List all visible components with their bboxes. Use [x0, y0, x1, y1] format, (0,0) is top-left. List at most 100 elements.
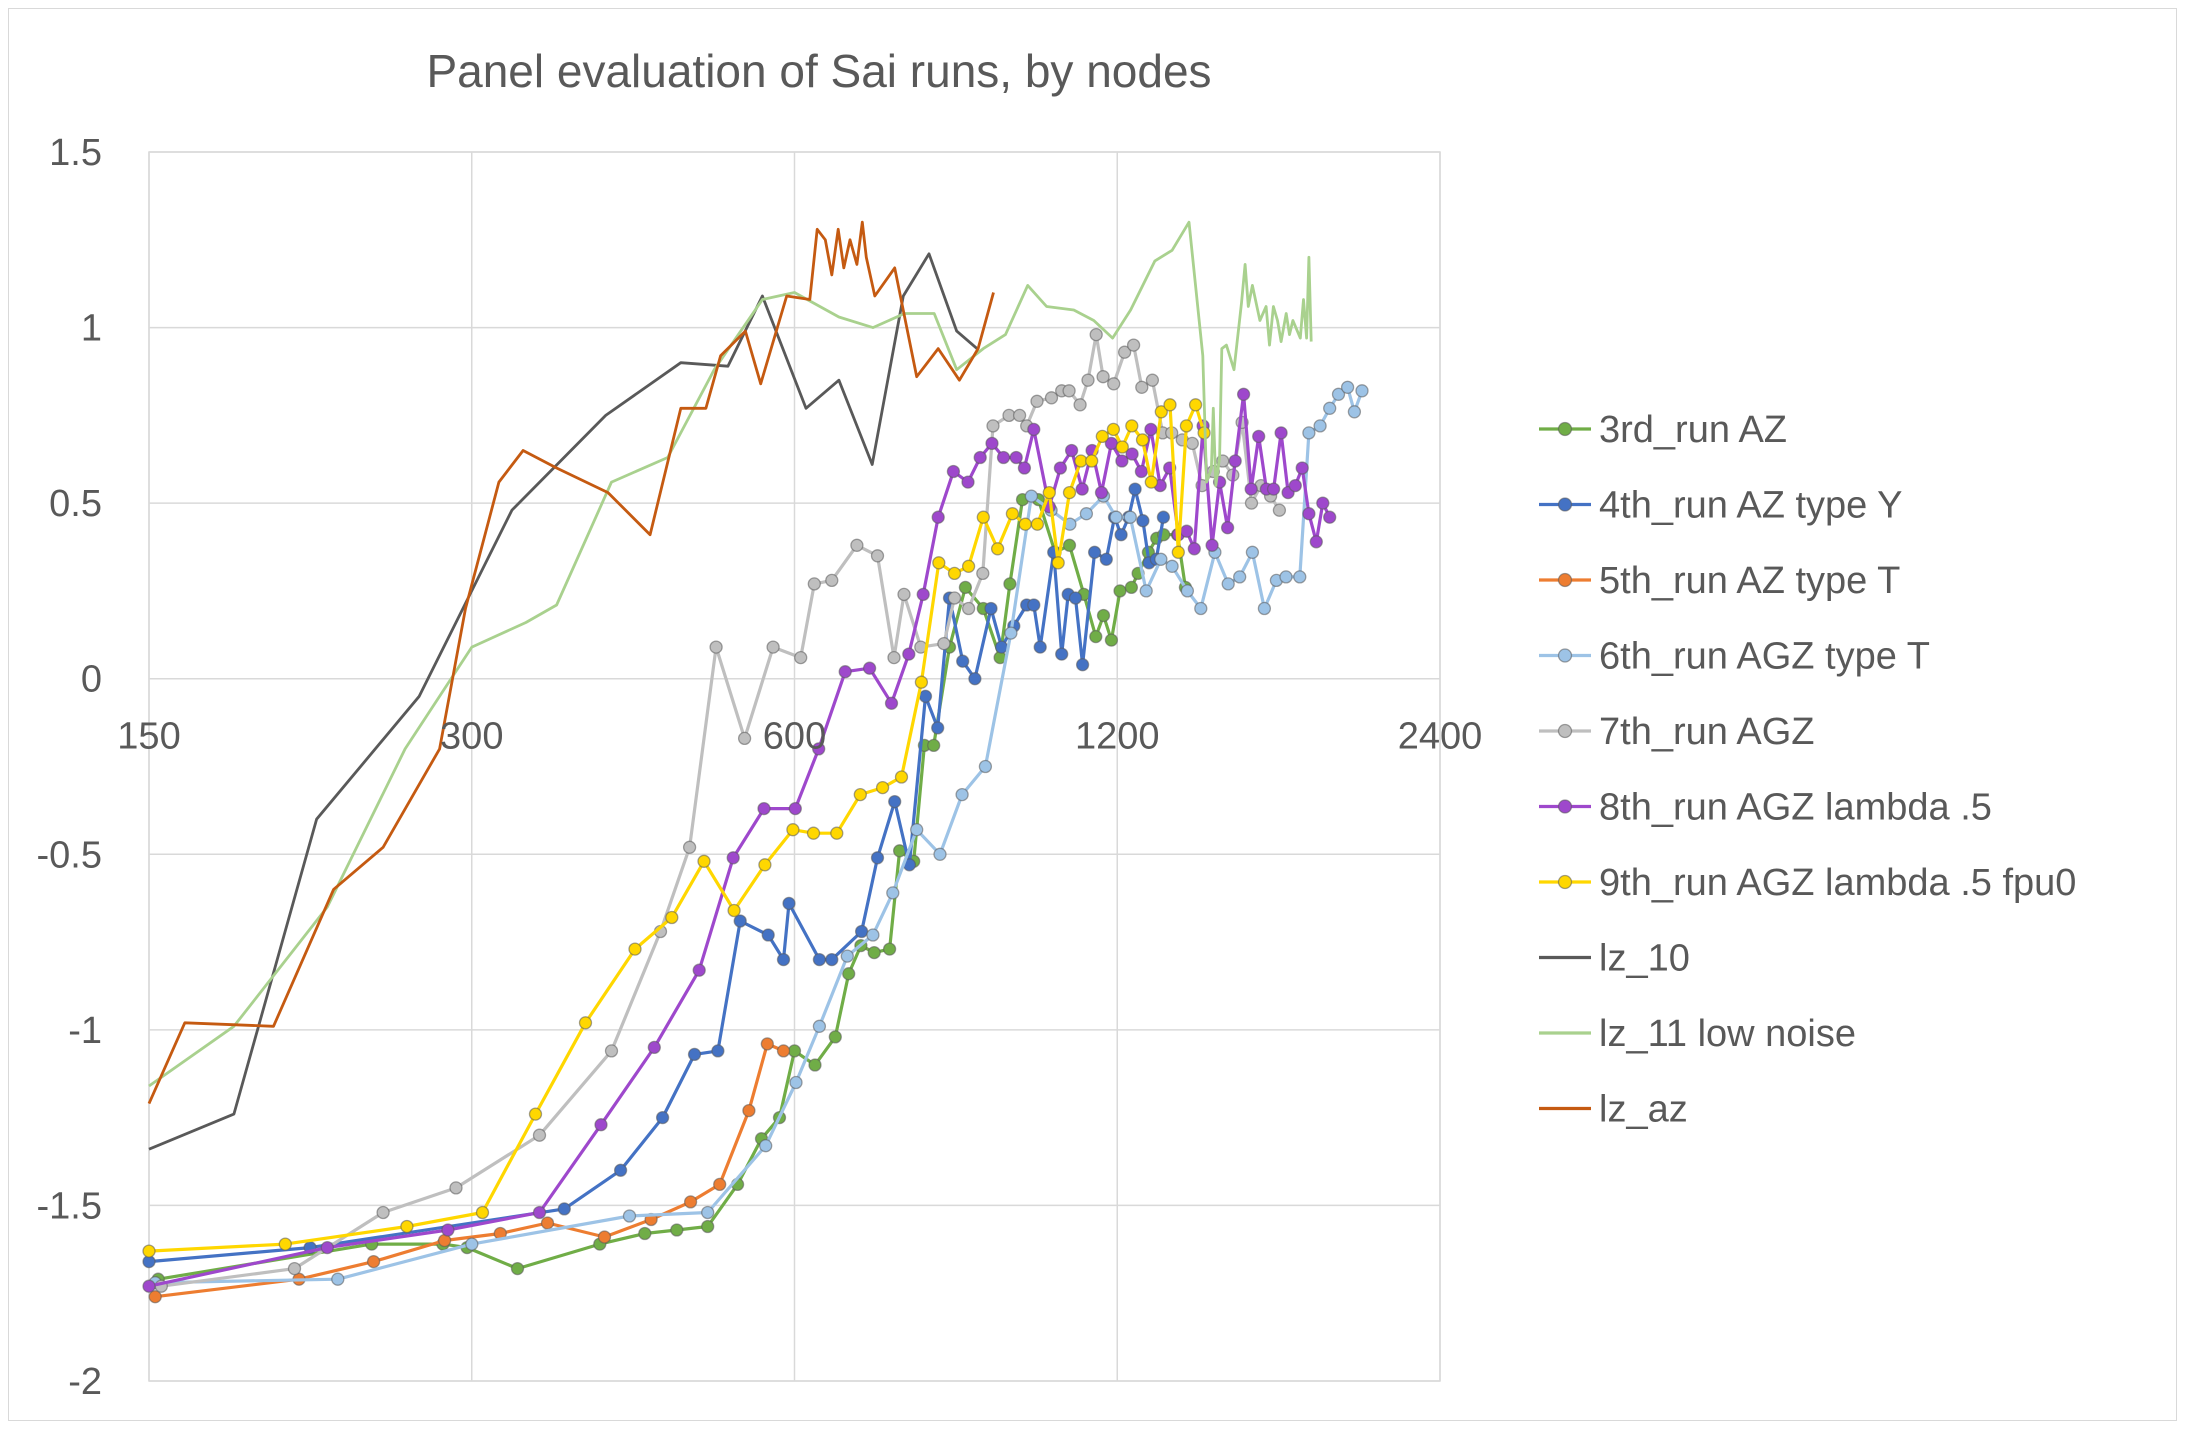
- data-point: [1302, 507, 1316, 521]
- data-point: [1309, 535, 1323, 549]
- chart-svg: Panel evaluation of Sai runs, by nodes 1…: [37, 45, 2077, 1403]
- data-point: [968, 672, 982, 686]
- legend-marker: [1557, 648, 1573, 663]
- data-point: [1068, 591, 1083, 605]
- data-point: [850, 538, 864, 552]
- data-point: [1044, 391, 1059, 405]
- data-point: [1107, 377, 1121, 391]
- data-point: [789, 1075, 803, 1090]
- data-point: [842, 967, 856, 981]
- data-point: [628, 942, 642, 956]
- data-point: [986, 419, 1000, 433]
- y-tick-label: 0: [81, 659, 102, 701]
- legend-marker: [1557, 799, 1573, 814]
- data-point: [840, 949, 854, 963]
- data-point: [838, 665, 852, 679]
- data-point: [976, 510, 990, 524]
- legend-label: 4th_run AZ type Y: [1599, 485, 1903, 527]
- legend-item: 3rd_run AZ: [1539, 409, 1787, 451]
- data-point: [1323, 401, 1337, 415]
- data-point: [1027, 598, 1041, 612]
- legend-label: lz_10: [1599, 938, 1690, 980]
- data-point: [978, 759, 993, 774]
- legend-marker: [1557, 874, 1573, 890]
- data-point: [787, 1044, 802, 1058]
- data-point: [1085, 454, 1099, 468]
- data-point: [927, 738, 941, 753]
- series-line: [148, 252, 978, 1151]
- data-point: [1194, 601, 1208, 616]
- data-point: [1051, 556, 1065, 570]
- data-point: [1331, 387, 1346, 401]
- series-7: [142, 398, 1211, 1258]
- legend-label: 5th_run AZ type T: [1599, 560, 1900, 602]
- series-line: [148, 403, 1206, 1253]
- series-10: [147, 220, 995, 1105]
- data-point: [1125, 419, 1139, 433]
- series-8: [148, 252, 978, 1151]
- data-point: [597, 1230, 612, 1244]
- y-tick-label: -0.5: [37, 834, 102, 876]
- data-point: [1096, 370, 1110, 384]
- data-point: [148, 1290, 162, 1304]
- data-point: [1017, 461, 1032, 475]
- data-point: [776, 1044, 791, 1058]
- legend-item: lz_10: [1539, 938, 1690, 980]
- data-point: [733, 914, 747, 928]
- data-point: [961, 601, 976, 616]
- chart-title: Panel evaluation of Sai runs, by nodes: [426, 45, 1211, 97]
- data-point: [532, 1205, 547, 1220]
- data-point: [882, 942, 897, 956]
- data-point: [786, 823, 800, 837]
- data-point: [902, 647, 916, 661]
- legend-item: 7th_run AGZ: [1539, 711, 1814, 753]
- data-point: [1266, 482, 1281, 496]
- data-point: [1073, 398, 1087, 412]
- data-point: [1144, 422, 1158, 437]
- data-point: [1099, 552, 1113, 566]
- data-point: [1042, 485, 1056, 500]
- data-point: [973, 450, 987, 465]
- data-point: [1340, 380, 1355, 394]
- data-point: [875, 780, 890, 795]
- data-point: [1145, 373, 1160, 387]
- data-point: [1154, 552, 1168, 566]
- data-point: [532, 1128, 547, 1142]
- data-point: [1313, 419, 1327, 433]
- data-point: [761, 928, 775, 942]
- data-point: [1075, 482, 1089, 496]
- y-tick-label: -1.5: [37, 1185, 102, 1227]
- data-point: [758, 858, 772, 872]
- data-point: [1089, 629, 1103, 644]
- data-point: [853, 787, 867, 802]
- series-4: [148, 380, 1369, 1290]
- data-point: [1113, 584, 1127, 598]
- data-point: [916, 587, 930, 602]
- data-point: [961, 559, 976, 573]
- data-point: [655, 1110, 670, 1125]
- data-point: [947, 591, 962, 605]
- x-tick-label: 600: [763, 716, 826, 758]
- legend-marker: [1557, 572, 1573, 588]
- x-tick-label: 2400: [1398, 716, 1483, 758]
- data-point: [578, 1016, 593, 1030]
- data-point: [830, 826, 844, 840]
- data-point: [759, 1139, 773, 1153]
- data-point: [985, 436, 999, 451]
- data-point: [1244, 496, 1259, 510]
- data-point: [1104, 633, 1119, 647]
- legend: 3rd_run AZ 4th_run AZ type Y 5th_run AZ ty…: [1539, 409, 2076, 1131]
- data-point: [1089, 327, 1103, 342]
- legend-label: lz_11 low noise: [1599, 1013, 1856, 1055]
- data-point: [400, 1219, 414, 1234]
- data-point: [854, 924, 869, 939]
- data-point: [894, 770, 909, 784]
- data-point: [726, 851, 740, 865]
- data-point: [1030, 517, 1045, 531]
- data-point: [1180, 584, 1195, 598]
- data-point: [670, 1223, 684, 1237]
- legend-marker: [1557, 497, 1573, 512]
- data-point: [701, 1205, 715, 1220]
- data-point: [687, 1047, 702, 1062]
- data-point: [1295, 461, 1309, 475]
